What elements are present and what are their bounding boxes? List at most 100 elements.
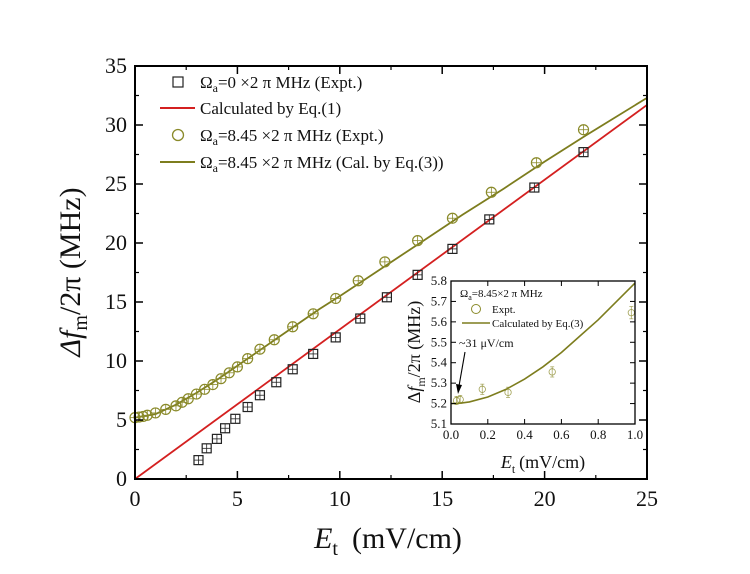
main-series-2-point xyxy=(352,275,364,287)
inset-legend-label-calc: Calculated by Eq.(3) xyxy=(492,318,584,330)
main-x-axis-title-unit: (mV/cm) xyxy=(352,522,462,555)
legend-label-omega-845-calc: Ωa=8.45 ×2 π MHz (Cal. by Eq.(3)) xyxy=(200,153,444,175)
main-series-2-point xyxy=(231,361,243,373)
main-series-2-point xyxy=(182,393,194,405)
inset-annotation-arrow-line xyxy=(458,351,466,387)
legend-label-omega-0-expt: Ωa=0 ×2 π MHz (Expt.) xyxy=(200,73,362,95)
inset-series-1-line xyxy=(450,282,636,405)
main-y-axis-title-unit: /2π (MHz) xyxy=(54,187,87,315)
main-series-2-point xyxy=(287,321,299,333)
inset-y-tick-label: 5.3 xyxy=(431,375,447,390)
inset-y-tick-label: 5.2 xyxy=(431,396,447,411)
main-y-tick-label: 15 xyxy=(105,289,127,314)
main-series-0-point xyxy=(271,377,282,388)
inset-x-tick-label: 0.6 xyxy=(553,427,570,442)
main-series-2-point xyxy=(207,379,219,391)
main-y-tick-label: 30 xyxy=(105,112,127,137)
main-x-axis: 0 5 10 15 20 25 xyxy=(130,66,658,511)
inset-annotation-arrow-head xyxy=(456,384,462,394)
inset-x-tick-label: 1.0 xyxy=(627,427,643,442)
main-series-2-point xyxy=(307,308,319,320)
legend-marker-square xyxy=(172,76,184,88)
inset-y-tick-label: 5.6 xyxy=(431,314,448,329)
legend-marker-circle xyxy=(171,128,185,142)
inset-x-tick-label: 0.0 xyxy=(443,427,459,442)
inset-plot-frame xyxy=(450,280,636,425)
main-y-tick-label: 10 xyxy=(105,348,127,373)
inset-legend-marker-circle xyxy=(471,304,481,314)
main-y-axis-title: Δfm/2π (MHz) xyxy=(54,187,92,357)
main-series-0-point xyxy=(355,313,366,324)
inset-circle-marker xyxy=(504,388,512,396)
main-y-axis: 0 5 10 15 20 25 30 35 xyxy=(105,53,647,491)
inset-y-axis-title: Δfm/2π (MHz) xyxy=(404,301,428,404)
main-series-2-point xyxy=(223,367,235,379)
main-y-tick-label: 35 xyxy=(105,53,127,78)
main-y-axis-title-subscript: m xyxy=(70,315,92,331)
main-series-0-point xyxy=(308,348,319,360)
main-series-1-line xyxy=(134,104,648,480)
inset-series-0-point xyxy=(478,383,486,395)
main-series-2-point xyxy=(254,343,266,355)
main-series-2-point xyxy=(190,388,203,400)
inset-chart: 0.0 0.2 0.4 0.6 0.8 1.0 5.1 5.2 5.3 5.4 5.5 5.6 5.7… xyxy=(404,273,643,476)
main-plot-area xyxy=(129,97,648,480)
inset-circle-marker xyxy=(548,368,556,376)
inset-series-0-point xyxy=(548,366,556,378)
legend-label-omega-845-expt: Ωa=8.45 ×2 π MHz (Expt.) xyxy=(200,126,384,148)
main-x-tick-label: 25 xyxy=(636,486,658,511)
main-series-2-point xyxy=(141,409,153,421)
main-series-0-point xyxy=(484,214,495,225)
inset-annotation-text: ~31 μV/cm xyxy=(459,336,514,350)
main-series-2-point xyxy=(446,212,459,224)
main-x-axis-title: Et (mV/cm) xyxy=(313,522,462,560)
main-series-0-point xyxy=(529,182,540,193)
main-y-tick-label: 25 xyxy=(105,171,127,196)
main-x-tick-label: 20 xyxy=(534,486,556,511)
legend-label-calc-eq1: Calculated by Eq.(1) xyxy=(200,99,341,118)
main-x-tick-label: 5 xyxy=(232,486,243,511)
main-x-tick-label: 0 xyxy=(130,486,141,511)
main-series-2-point xyxy=(199,383,211,395)
main-y-tick-label: 5 xyxy=(116,407,127,432)
main-series-0-point xyxy=(381,292,393,303)
main-legend: Ωa=0 ×2 π MHz (Expt.) Calculated by Eq.(… xyxy=(160,73,444,175)
main-y-tick-label: 0 xyxy=(116,466,127,491)
inset-series-0-point xyxy=(456,394,464,404)
main-series-0-point xyxy=(412,269,423,280)
inset-legend-label-expt: Expt. xyxy=(492,304,516,316)
main-series-2-point xyxy=(530,157,543,169)
inset-y-tick-label: 5.1 xyxy=(431,416,447,431)
main-series-2-point xyxy=(149,407,162,419)
main-x-axis-title-symbol: E xyxy=(313,522,332,555)
main-x-tick-label: 10 xyxy=(329,486,351,511)
main-chart: 0 5 10 15 20 25 0 5 10 15 20 25 30 35 Et (mV/cm) Δfm/… xyxy=(54,53,658,560)
main-series-0-point xyxy=(254,390,266,401)
main-series-2-point xyxy=(379,256,391,268)
inset-series-0-point xyxy=(452,396,461,405)
main-series-0-point xyxy=(578,147,589,158)
inset-x-tick-label: 0.4 xyxy=(516,427,533,442)
main-series-0-point xyxy=(242,401,253,413)
main-series-2-point xyxy=(330,292,342,305)
inset-circle-marker xyxy=(478,385,486,393)
main-series-0-point xyxy=(287,364,298,375)
main-series-2-point xyxy=(160,403,172,415)
main-series-0-point xyxy=(447,243,458,254)
main-series-0-point xyxy=(201,443,212,454)
inset-x-axis: 0.0 0.2 0.4 0.6 0.8 1.0 xyxy=(443,281,643,442)
inset-circle-marker xyxy=(452,396,461,405)
inset-plot-area xyxy=(450,282,636,405)
inset-y-axis: 5.1 5.2 5.3 5.4 5.5 5.6 5.7 5.8 xyxy=(431,273,635,431)
main-series-0-point xyxy=(230,413,241,424)
main-series-2-point xyxy=(242,353,254,365)
inset-y-tick-label: 5.8 xyxy=(431,273,447,288)
main-series-2-point xyxy=(485,186,497,198)
inset-y-tick-label: 5.7 xyxy=(431,293,448,308)
inset-y-tick-label: 5.5 xyxy=(431,334,447,349)
inset-x-tick-label: 0.8 xyxy=(590,427,606,442)
main-y-tick-label: 20 xyxy=(105,230,127,255)
main-series-0-point xyxy=(193,455,204,466)
main-series-2-point xyxy=(412,235,424,247)
